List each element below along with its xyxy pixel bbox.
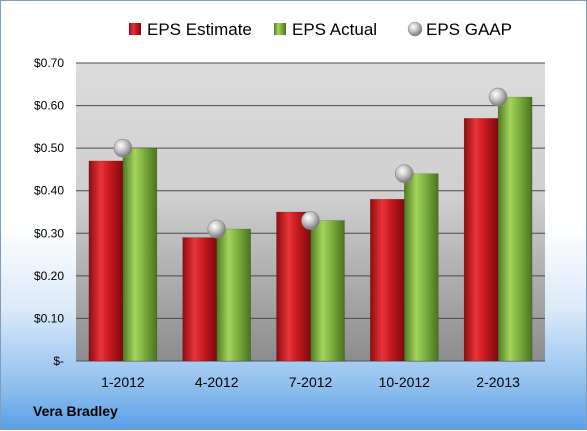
gaap-point [488, 87, 508, 107]
legend-swatch [407, 21, 423, 37]
bar-estimate [182, 237, 217, 362]
x-axis: 1-2012 4-2012 7-2012 10-2012 2-2013 [101, 374, 520, 390]
legend-label: EPS Estimate [147, 20, 252, 39]
x-tick-label: 4-2012 [195, 374, 239, 390]
bar-estimate [370, 198, 405, 362]
y-tick-label: $0.60 [34, 99, 64, 113]
y-axis: $- $0.10 $0.20 $0.30 $0.40 $0.50 $0.60 $0.70 [34, 56, 64, 368]
legend-label: EPS Actual [292, 20, 377, 39]
bar-actual [497, 96, 533, 362]
y-tick-label: $0.40 [34, 184, 64, 198]
company-name: Vera Bradley [33, 403, 118, 419]
bar-actual [122, 147, 158, 362]
x-tick-label: 1-2012 [101, 374, 145, 390]
y-tick-label: $0.20 [34, 269, 64, 283]
gaap-point [207, 219, 226, 239]
y-tick-label: $0.10 [34, 311, 64, 325]
bars [88, 96, 533, 362]
bar-estimate [276, 211, 311, 362]
gaap-points [113, 87, 508, 239]
bar-actual [310, 220, 345, 362]
x-tick-label: 7-2012 [289, 374, 333, 390]
x-tick-label: 10-2012 [379, 374, 431, 390]
legend-swatch [274, 23, 286, 35]
y-tick-label: $- [53, 354, 64, 368]
y-tick-label: $0.30 [34, 226, 64, 240]
legend-label: EPS GAAP [426, 20, 512, 39]
x-tick-label: 2-2013 [476, 374, 520, 390]
y-tick-label: $0.70 [34, 56, 64, 70]
bar-actual [216, 228, 251, 362]
legend-swatch [129, 23, 141, 35]
bar-estimate [88, 160, 124, 362]
y-tick-label: $0.50 [34, 141, 64, 155]
gaap-point [113, 138, 133, 158]
gaap-point [394, 164, 414, 183]
legend: EPS Estimate EPS Actual EPS GAAP [129, 20, 512, 39]
gaap-point [301, 211, 320, 230]
bar-estimate [463, 118, 499, 362]
bar-actual [404, 173, 439, 362]
